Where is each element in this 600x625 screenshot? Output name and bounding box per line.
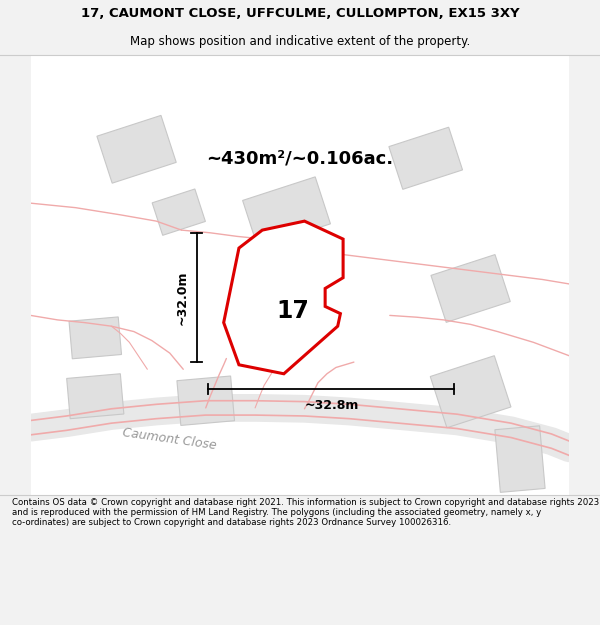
Text: ~32.8m: ~32.8m bbox=[304, 399, 359, 412]
Polygon shape bbox=[430, 356, 511, 428]
Polygon shape bbox=[152, 189, 205, 235]
Text: 17: 17 bbox=[277, 299, 309, 322]
Polygon shape bbox=[69, 317, 122, 359]
Polygon shape bbox=[495, 426, 545, 493]
Polygon shape bbox=[389, 127, 463, 189]
Polygon shape bbox=[177, 376, 235, 426]
Polygon shape bbox=[224, 221, 343, 374]
Polygon shape bbox=[431, 254, 510, 322]
Text: ~32.0m: ~32.0m bbox=[176, 270, 189, 325]
Text: 17, CAUMONT CLOSE, UFFCULME, CULLOMPTON, EX15 3XY: 17, CAUMONT CLOSE, UFFCULME, CULLOMPTON,… bbox=[80, 8, 520, 20]
Polygon shape bbox=[97, 116, 176, 183]
Text: Caumont Close: Caumont Close bbox=[122, 426, 218, 452]
Text: Contains OS data © Crown copyright and database right 2021. This information is : Contains OS data © Crown copyright and d… bbox=[12, 498, 599, 528]
Polygon shape bbox=[242, 177, 331, 248]
Text: Map shows position and indicative extent of the property.: Map shows position and indicative extent… bbox=[130, 35, 470, 48]
Text: ~430m²/~0.106ac.: ~430m²/~0.106ac. bbox=[206, 149, 394, 168]
Polygon shape bbox=[67, 374, 124, 419]
